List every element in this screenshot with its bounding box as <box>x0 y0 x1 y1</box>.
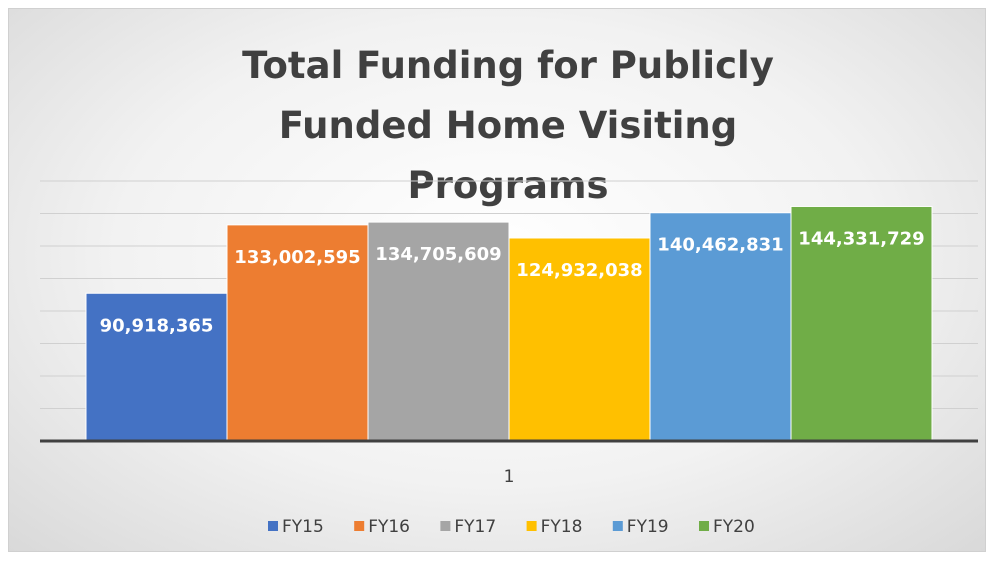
data-label: 134,705,609 <box>375 244 501 265</box>
legend-swatch <box>699 521 709 531</box>
bar <box>85 292 228 442</box>
data-label: 144,331,729 <box>798 228 924 249</box>
bar <box>649 212 792 442</box>
data-label: 90,918,365 <box>100 315 214 336</box>
legend-swatch <box>612 521 623 531</box>
legend-swatch <box>440 521 451 531</box>
bar <box>367 221 510 442</box>
x-tick-label: 1 <box>504 467 515 487</box>
legend-label: FY15 <box>282 517 324 537</box>
legend-label: FY17 <box>454 517 496 537</box>
data-label: 140,462,831 <box>657 235 783 256</box>
bar <box>226 224 369 442</box>
legend-swatch <box>354 521 365 531</box>
legend-label: FY19 <box>627 517 669 537</box>
data-label: 133,002,595 <box>234 247 360 268</box>
bar <box>790 205 933 442</box>
legend-swatch <box>526 521 537 531</box>
legend-label: FY16 <box>368 517 410 537</box>
chart-title: Total Funding for Publicly Funded Home V… <box>242 44 774 207</box>
data-label: 124,932,038 <box>516 260 642 281</box>
legend-label: FY20 <box>713 517 755 537</box>
legend-swatch <box>268 521 278 531</box>
legend-label: FY18 <box>541 517 583 537</box>
